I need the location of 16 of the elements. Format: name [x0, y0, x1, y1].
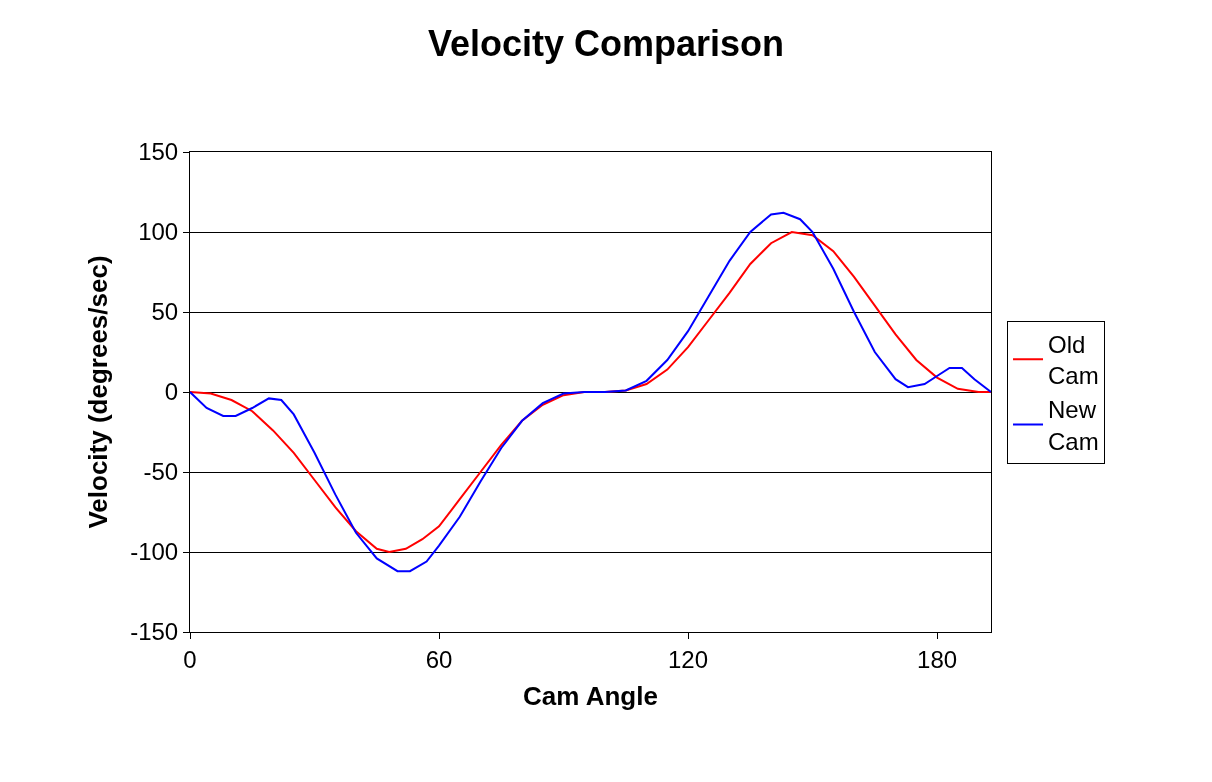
y-tick-label: -150 [130, 618, 179, 646]
x-tick-label: 60 [425, 645, 453, 673]
x-tick-label: 0 [183, 645, 197, 673]
y-tick-label: 150 [138, 138, 179, 166]
legend-label: New Cam [1048, 396, 1099, 455]
y-tick-label: 0 [164, 378, 179, 406]
chart-title: Velocity Comparison [427, 23, 785, 65]
legend-label: Old Cam [1048, 330, 1099, 390]
y-axis-title: Velocity (degrees/sec) [82, 255, 113, 529]
y-tick-label: 100 [138, 218, 179, 246]
x-axis-title: Cam Angle [523, 681, 658, 712]
y-tick-label: -100 [130, 538, 179, 566]
y-tick-label: -50 [143, 458, 179, 486]
x-tick-label: 120 [668, 645, 709, 673]
y-tick-label: 50 [151, 298, 179, 326]
x-tick-label: 180 [917, 645, 958, 673]
